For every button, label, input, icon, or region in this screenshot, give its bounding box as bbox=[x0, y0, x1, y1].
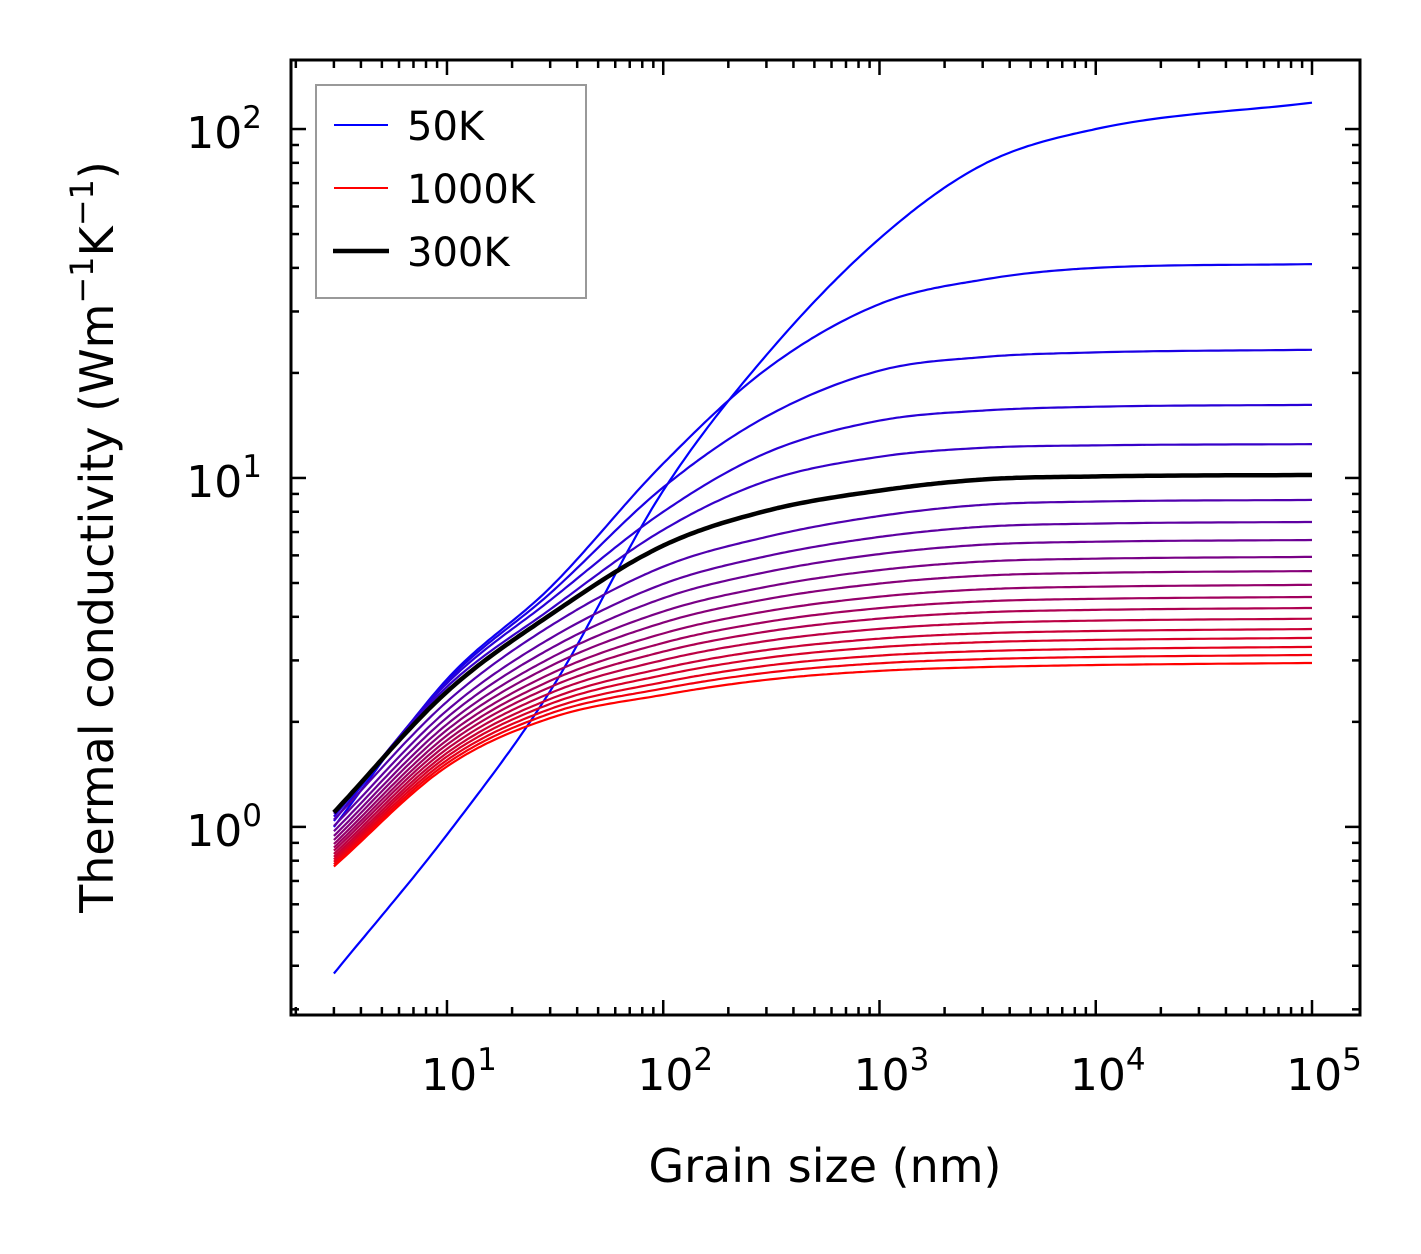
curve-700k bbox=[333, 606, 1312, 852]
curve-550k bbox=[333, 569, 1312, 841]
legend-frame bbox=[315, 84, 587, 299]
curve-400k bbox=[333, 520, 1312, 827]
curve-150k bbox=[333, 348, 1313, 822]
curve-200k bbox=[333, 403, 1312, 818]
x-tick-label: 101 bbox=[421, 1042, 497, 1101]
legend-label-300k: 300K bbox=[407, 230, 511, 276]
curve-450k bbox=[333, 538, 1313, 832]
curve-650k bbox=[333, 595, 1312, 849]
x-tick-labels: 101 102 103 104 105 bbox=[421, 1042, 1362, 1101]
curve-350k bbox=[333, 498, 1313, 821]
x-tick-label: 104 bbox=[1070, 1042, 1146, 1101]
x-axis-title: Grain size (nm) bbox=[649, 1139, 1002, 1193]
axes-frame bbox=[289, 58, 1362, 1017]
y-tick-label: 102 bbox=[186, 100, 262, 159]
curve-850k bbox=[333, 636, 1313, 861]
legend-entry-1: 1000K bbox=[334, 167, 537, 213]
y-axis-title-end: ) bbox=[70, 161, 124, 179]
y-tick-label: 101 bbox=[186, 449, 262, 508]
y-axis-title-mid: K bbox=[70, 224, 124, 256]
legend-label-50k: 50K bbox=[407, 104, 486, 150]
curve-1000k bbox=[333, 661, 1312, 868]
legend-entry-0: 50K bbox=[334, 104, 486, 150]
curve-800k bbox=[333, 627, 1313, 858]
y-axis-title-main: Thermal conductivity (Wm bbox=[70, 304, 124, 914]
curve-300k bbox=[332, 472, 1312, 814]
y-tick-labels: 100 101 102 bbox=[186, 100, 262, 857]
curve-600k bbox=[333, 583, 1313, 845]
legend-entry-2: 300K bbox=[333, 230, 511, 276]
curve-900k bbox=[333, 645, 1313, 863]
x-tick-label: 103 bbox=[854, 1042, 930, 1101]
curve-layer bbox=[332, 101, 1313, 975]
curve-750k bbox=[333, 617, 1313, 855]
y-axis-title-sup2: −1 bbox=[63, 179, 101, 226]
curve-500k bbox=[333, 555, 1312, 837]
x-tick-label: 105 bbox=[1286, 1042, 1362, 1101]
curve-100k bbox=[333, 263, 1313, 828]
legend-label-1000k: 1000K bbox=[407, 167, 537, 213]
legend: 50K 1000K 300K bbox=[315, 84, 587, 299]
y-axis-title-sup1: −1 bbox=[63, 256, 101, 303]
y-tick-label: 100 bbox=[186, 798, 262, 857]
curve-50k bbox=[333, 101, 1313, 975]
y-axis-title: Thermal conductivity (Wm−1K−1) bbox=[63, 161, 124, 914]
x-tick-label: 102 bbox=[637, 1042, 713, 1101]
curve-250k bbox=[333, 443, 1313, 815]
curve-950k bbox=[333, 653, 1312, 866]
